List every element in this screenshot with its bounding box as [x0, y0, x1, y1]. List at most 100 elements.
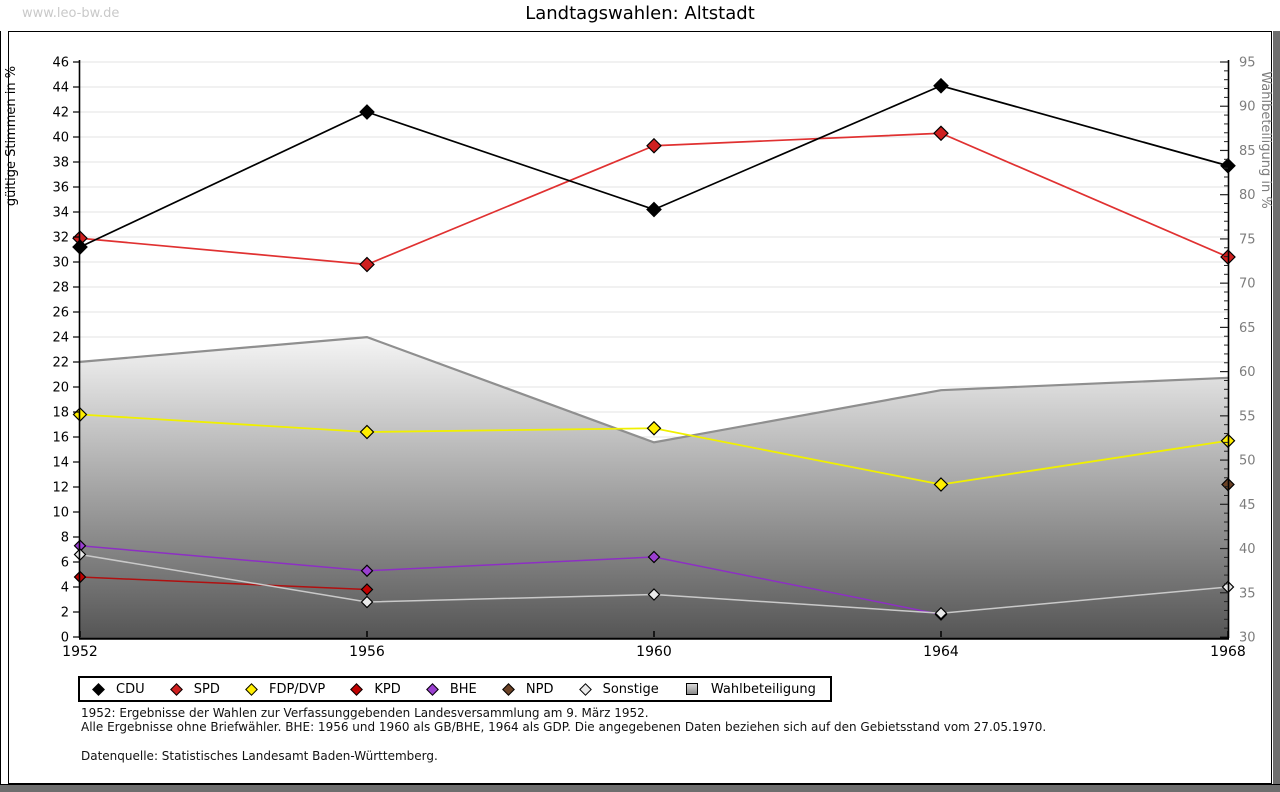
right-axis-tick-label: 95 [1239, 56, 1256, 71]
right-axis-tick-label: 70 [1239, 277, 1256, 292]
left-axis-tick-label: 32 [52, 231, 69, 246]
legend-item-npd: NPD [502, 681, 554, 697]
legend-label: SPD [193, 681, 220, 697]
legend-label: KPD [374, 681, 401, 697]
right-axis-tick-label: 80 [1239, 188, 1256, 203]
legend-label: Sonstige [602, 681, 659, 697]
legend-item-kpd: KPD [350, 681, 401, 697]
right-axis-tick-label: 35 [1239, 586, 1256, 601]
window-right-bar [1273, 31, 1280, 791]
left-axis-tick-label: 40 [52, 131, 69, 146]
legend-label: FDP/DVP [268, 681, 326, 697]
left-axis-tick-label: 38 [52, 156, 69, 171]
chart-title: Landtagswahlen: Altstadt [525, 3, 755, 24]
data-point-fdp-dvp [933, 477, 949, 492]
left-axis-tick-label: 6 [61, 556, 69, 571]
data-point-spd [933, 125, 949, 142]
left-axis-tick-label: 28 [52, 281, 69, 296]
x-axis-tick-label: 1960 [636, 644, 672, 660]
legend-diamond-icon [245, 682, 258, 696]
data-point-sonstige [647, 588, 661, 601]
legend-diamond-icon [169, 682, 183, 696]
left-axis-tick-label: 16 [52, 431, 69, 446]
left-axis-tick-label: 24 [52, 331, 69, 346]
window-bottom-bar [0, 784, 1280, 792]
left-axis-tick-label: 14 [52, 456, 69, 471]
data-point-fdp-dvp [359, 424, 375, 440]
left-axis-tick-label: 0 [61, 631, 69, 646]
left-axis-tick-label: 36 [52, 181, 69, 196]
x-axis-tick-label: 1968 [1210, 644, 1246, 660]
legend-square-icon [685, 683, 698, 695]
legend-label: NPD [525, 681, 554, 697]
data-point-kpd [360, 583, 374, 596]
data-point-spd [359, 256, 375, 273]
left-axis-tick-label: 44 [52, 81, 69, 96]
x-axis-tick-label: 1964 [923, 644, 959, 660]
legend-item-wahlbeteiligung: Wahlbeteiligung [685, 681, 816, 697]
right-axis-title: Wahlbeteiligung in % [1258, 71, 1273, 208]
legend-label: CDU [116, 681, 145, 697]
data-point-bhe [647, 550, 661, 564]
left-axis-tick-label: 10 [52, 506, 69, 521]
right-axis-tick-label: 45 [1239, 498, 1256, 513]
left-axis-title: gültige Stimmen in % [4, 66, 19, 206]
chart-legend: CDU SPD FDP/DVP KPD BHE NPD Sonstige Wahlbeteil… [78, 676, 832, 702]
left-axis-tick-label: 4 [61, 581, 69, 596]
chart-border-box [8, 31, 1272, 784]
left-axis-tick-label: 46 [52, 56, 69, 71]
right-axis-tick-label: 30 [1239, 631, 1256, 646]
legend-item-fdp-dvp: FDP/DVP [245, 681, 326, 697]
legend-label: BHE [449, 681, 477, 697]
left-axis-tick-label: 42 [52, 106, 69, 121]
data-point-bhe [360, 564, 374, 578]
left-axis-tick-label: 30 [52, 256, 69, 271]
legend-item-sonstige: Sonstige [578, 681, 659, 697]
legend-label: Wahlbeteiligung [710, 681, 816, 697]
footnote-line-2: Alle Ergebnisse ohne Briefwähler. BHE: 1… [81, 720, 1047, 734]
left-axis-tick-label: 26 [52, 306, 69, 321]
right-axis-tick-label: 55 [1239, 409, 1256, 424]
right-axis-tick-label: 90 [1239, 100, 1256, 115]
legend-diamond-icon [92, 682, 105, 696]
data-point-cdu [646, 201, 662, 218]
left-axis-tick-label: 18 [52, 406, 69, 421]
footnote-data-source: Datenquelle: Statistisches Landesamt Bad… [81, 749, 438, 763]
right-axis-tick-label: 40 [1239, 542, 1256, 557]
right-axis-tick-label: 65 [1239, 321, 1256, 336]
watermark-url: www.leo-bw.de [22, 6, 120, 21]
data-point-cdu [933, 77, 949, 94]
legend-item-cdu: CDU [92, 681, 145, 697]
legend-diamond-icon [578, 682, 592, 696]
legend-item-spd: SPD [169, 681, 220, 697]
x-axis-tick-label: 1956 [349, 644, 385, 660]
x-axis-tick-label: 1952 [62, 644, 98, 660]
data-point-sonstige [360, 595, 374, 609]
right-axis-tick-label: 75 [1239, 232, 1256, 247]
left-axis-tick-label: 20 [52, 381, 69, 396]
right-axis-tick-label: 60 [1239, 365, 1256, 380]
left-axis-tick-label: 34 [52, 206, 69, 221]
legend-diamond-icon [350, 682, 364, 696]
legend-diamond-icon [425, 682, 439, 696]
legend-diamond-icon [502, 682, 515, 696]
left-axis-tick-label: 12 [52, 481, 69, 496]
legend-item-bhe: BHE [425, 681, 477, 697]
series-line-bhe [79, 545, 942, 616]
footnote-line-1: 1952: Ergebnisse der Wahlen zur Verfassu… [81, 706, 649, 720]
window-left-edge [0, 31, 1, 784]
left-axis-tick-label: 22 [52, 356, 69, 371]
data-point-cdu [359, 104, 375, 120]
data-point-fdp-dvp [646, 420, 662, 436]
data-point-sonstige [934, 606, 948, 620]
right-axis-tick-label: 85 [1239, 144, 1256, 159]
left-axis-tick-label: 8 [61, 531, 69, 546]
turnout-area-edge [79, 335, 1229, 444]
series-line-kpd [79, 576, 368, 591]
left-axis-tick-label: 2 [61, 606, 69, 621]
right-axis-tick-label: 50 [1239, 454, 1256, 469]
series-line-cdu [79, 84, 1229, 248]
data-point-spd [646, 137, 662, 154]
